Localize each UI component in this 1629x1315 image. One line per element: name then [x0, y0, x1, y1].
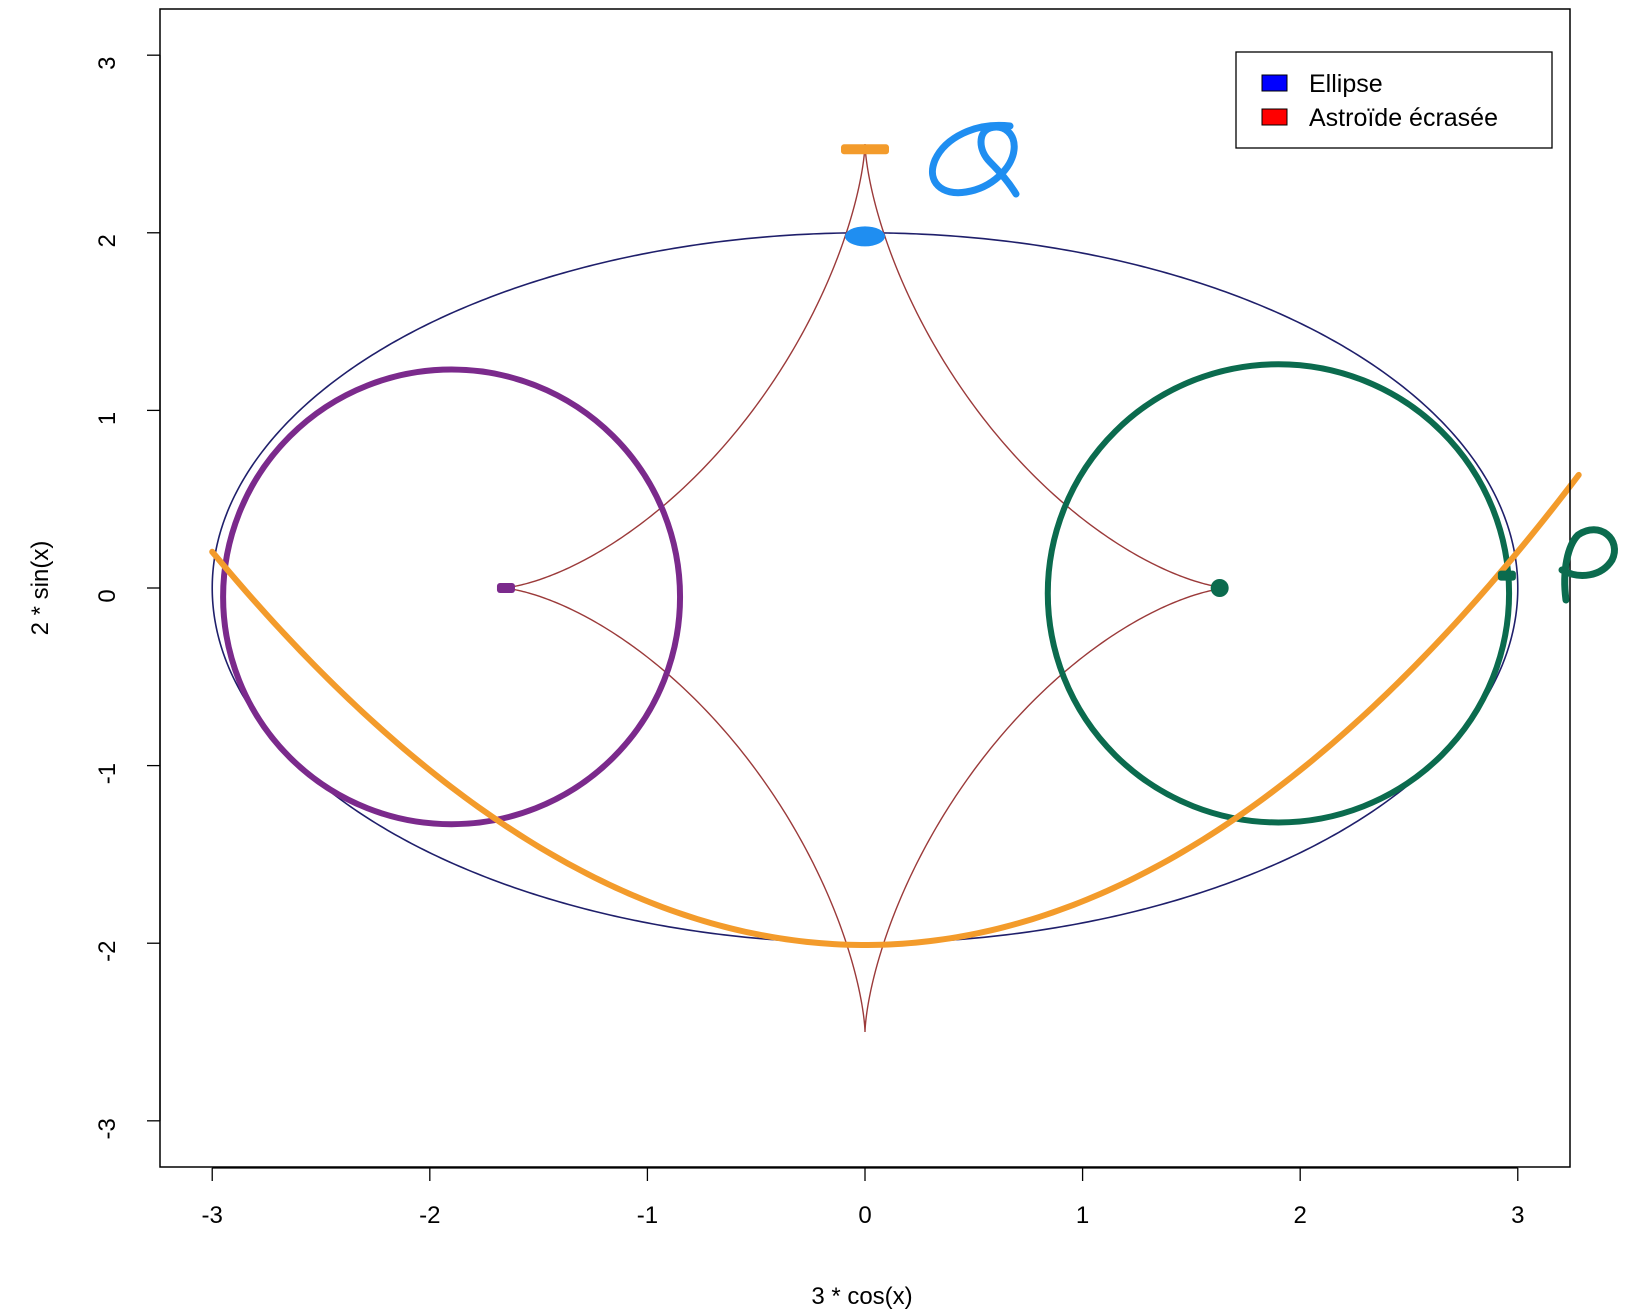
- series-astroid: [501, 143, 1229, 1033]
- x-tick-label: -1: [637, 1202, 658, 1229]
- legend-label-ellipse: Ellipse: [1309, 70, 1383, 98]
- legend-label-astroid: Astroïde écrasée: [1309, 104, 1498, 132]
- annotation-marker: [1497, 570, 1516, 581]
- annotation-circle-left: [220, 366, 684, 828]
- legend-swatch-astroid: [1261, 108, 1288, 126]
- y-tick-label: 2: [94, 234, 121, 247]
- annotation-marker: [845, 226, 885, 247]
- curve-layer: [211, 143, 1519, 1033]
- x-tick-label: 2: [1294, 1202, 1307, 1229]
- annotation-marker: [841, 144, 889, 155]
- x-tick-label: -3: [202, 1202, 223, 1229]
- series-ellipse: [211, 231, 1519, 945]
- handwritten-label-q: [929, 121, 1020, 198]
- annotation-layer: [209, 144, 1582, 948]
- x-tick-label: 1: [1076, 1202, 1089, 1229]
- annotation-parabola: [209, 471, 1582, 948]
- legend-box: [1235, 51, 1553, 149]
- y-tick-label: 0: [94, 589, 121, 602]
- legend-swatch-ellipse: [1261, 74, 1288, 92]
- y-tick-label: 3: [94, 56, 121, 69]
- y-tick-label: -3: [94, 1118, 121, 1139]
- x-tick-label: 3: [1511, 1202, 1524, 1229]
- annotation-marker: [496, 583, 515, 593]
- handwritten-label-p: [1558, 526, 1618, 604]
- x-tick-label: 0: [858, 1202, 871, 1229]
- y-axis-title: 2 * sin(x): [27, 541, 54, 636]
- legend: Ellipse Astroïde écrasée: [1235, 51, 1553, 149]
- annotation-circle-right: [1044, 361, 1513, 826]
- y-tick-label: -1: [94, 763, 121, 784]
- y-tick-label: -2: [94, 941, 121, 962]
- x-axis: -3 -2 -1 0 1 2 3: [202, 1167, 1524, 1229]
- y-axis: -3 -2 -1 0 1 2 3: [94, 54, 161, 1139]
- x-tick-label: -2: [419, 1202, 440, 1229]
- annotation-marker: [1210, 579, 1229, 597]
- x-axis-title: 3 * cos(x): [811, 1283, 912, 1310]
- y-tick-label: 1: [94, 412, 121, 425]
